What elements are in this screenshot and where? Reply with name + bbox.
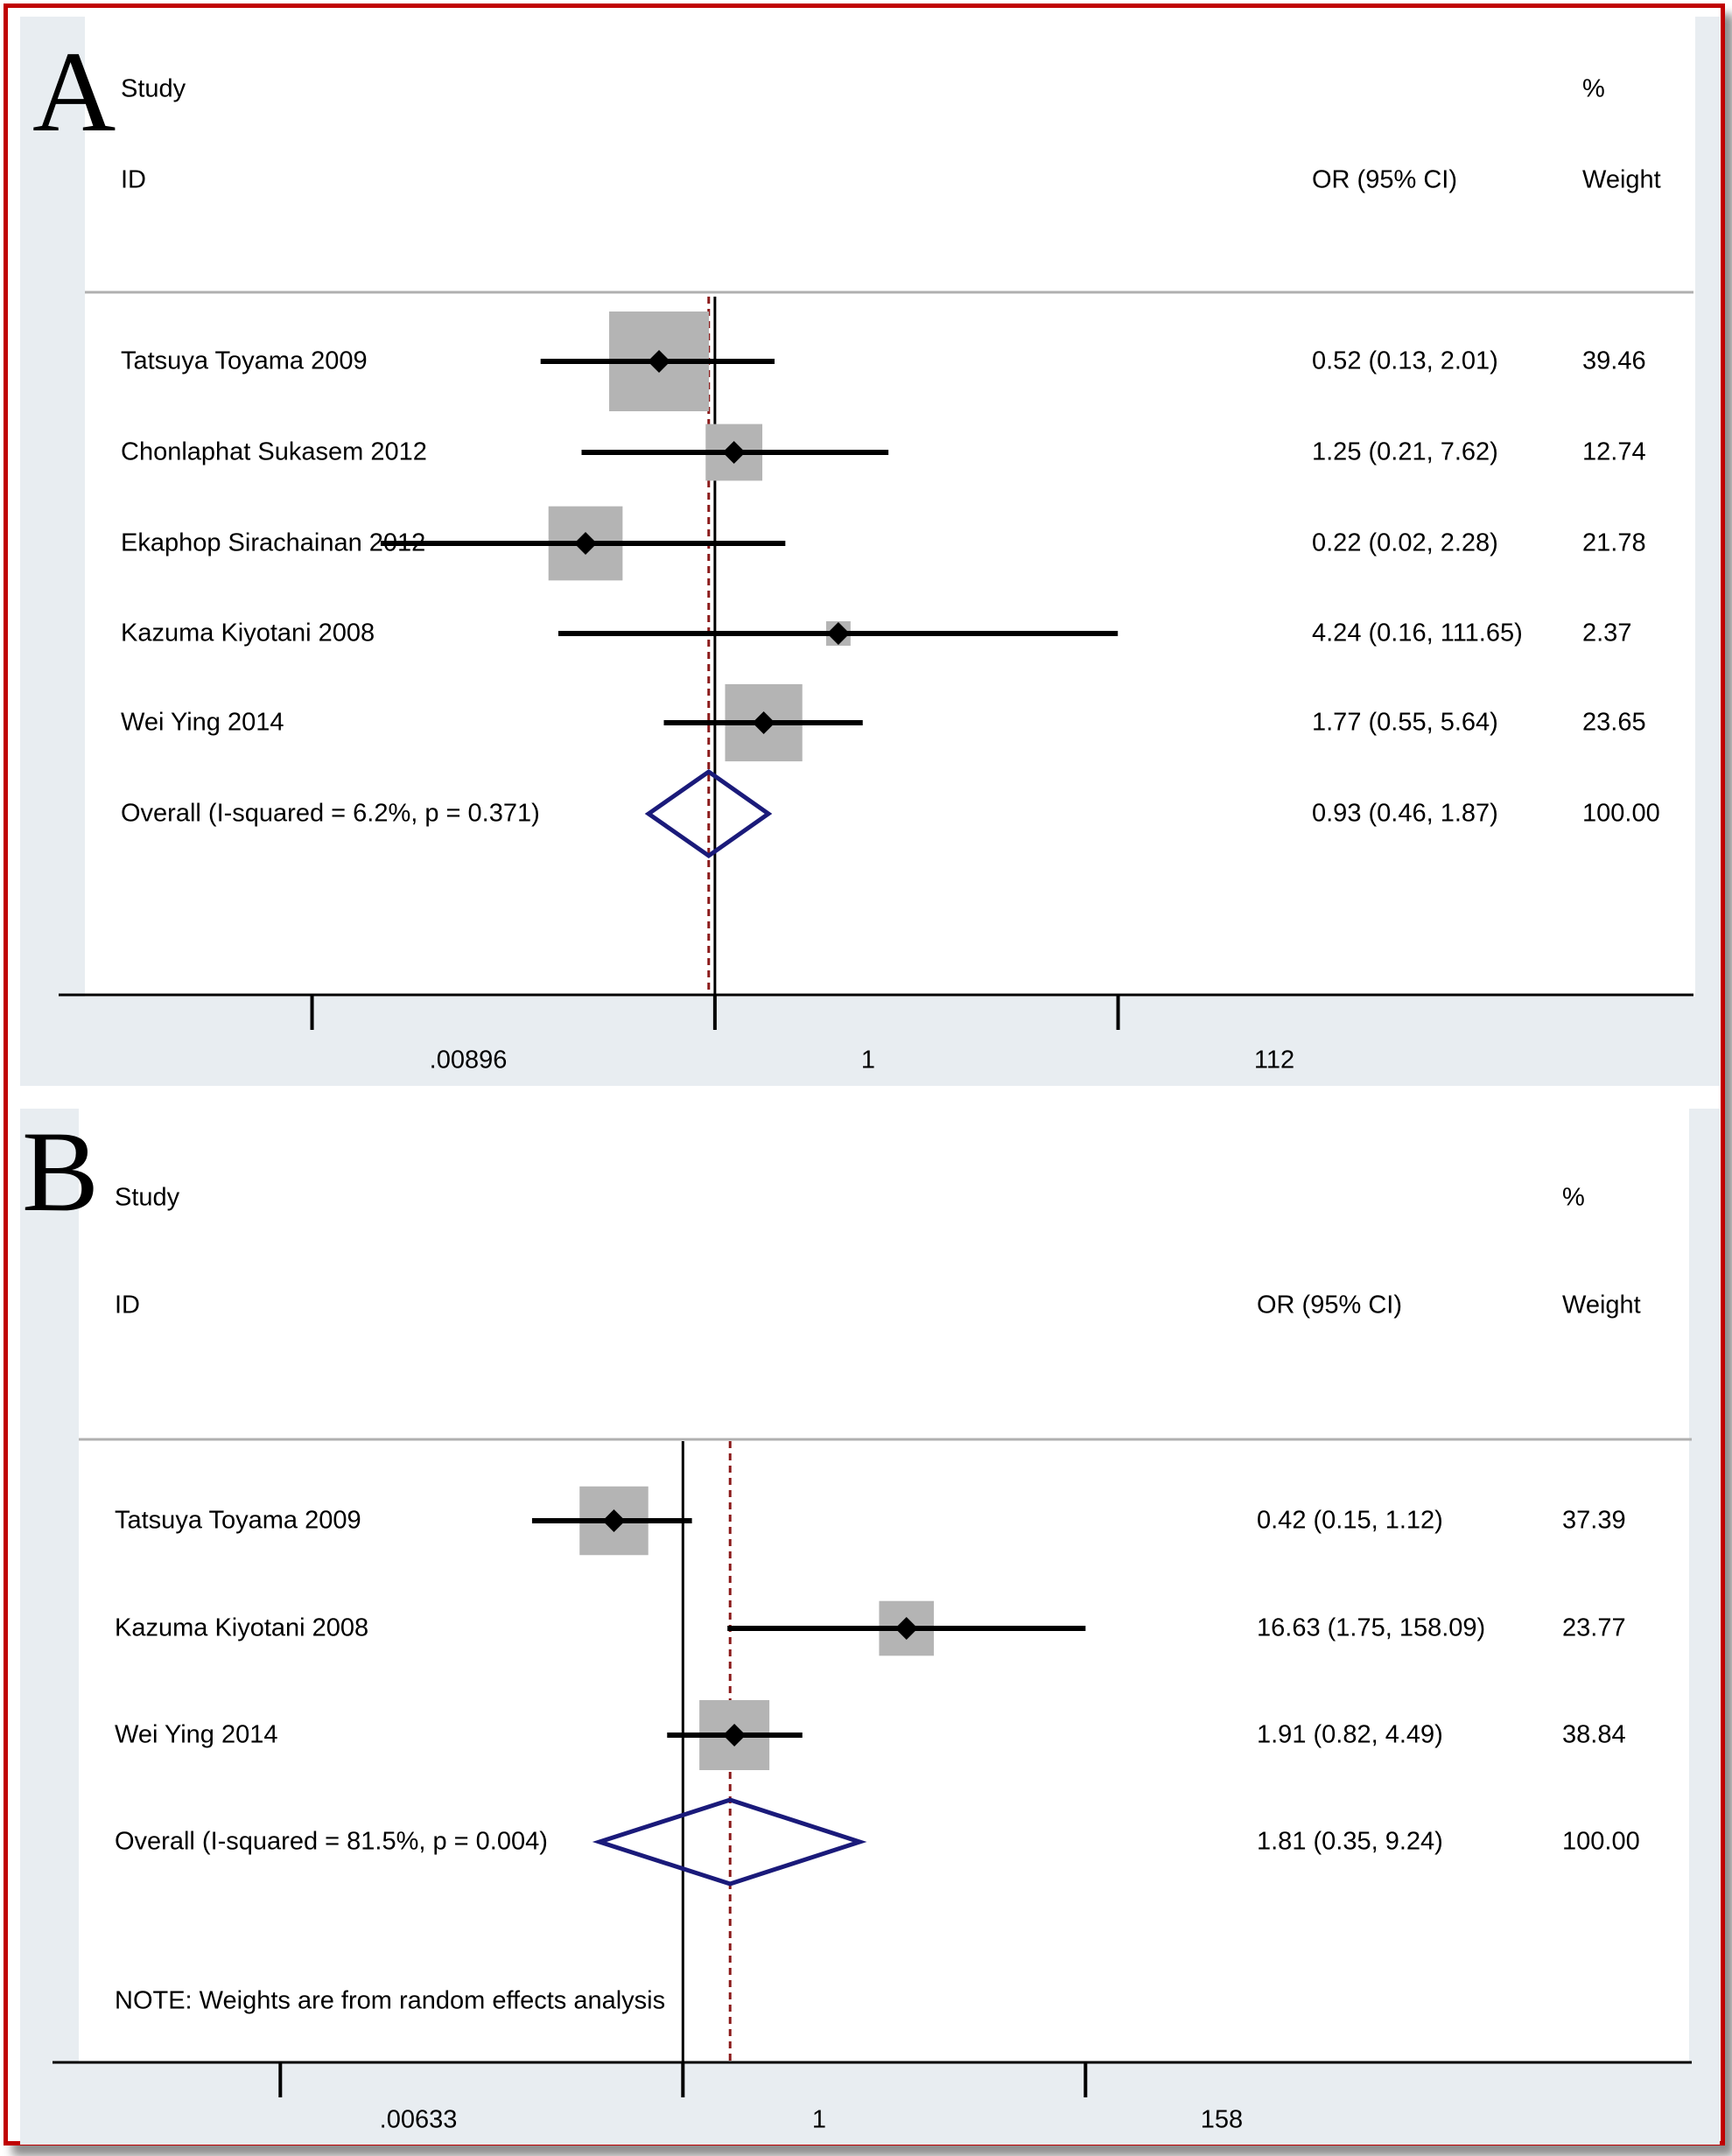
x-tick-label: 158 xyxy=(1200,2105,1244,2134)
weight-value: 21.78 xyxy=(1582,528,1646,557)
point-estimate xyxy=(752,711,775,734)
effect-estimate: 0.22 (0.02, 2.28) xyxy=(1312,528,1498,557)
point-estimate xyxy=(574,532,598,555)
study-label: Kazuma Kiyotani 2008 xyxy=(121,619,375,648)
weight-value: 23.77 xyxy=(1562,1614,1626,1642)
x-tick-label: 112 xyxy=(1253,1046,1295,1074)
overall-estimate: 0.93 (0.46, 1.87) xyxy=(1312,799,1498,828)
overall-estimate: 1.81 (0.35, 9.24) xyxy=(1257,1827,1443,1856)
study-label: Wei Ying 2014 xyxy=(121,708,284,737)
plot-area xyxy=(79,1109,1689,2062)
weight-value: 37.39 xyxy=(1562,1506,1626,1535)
header-effect: OR (95% CI) xyxy=(1257,1291,1402,1320)
effect-estimate: 4.24 (0.16, 111.65) xyxy=(1312,619,1523,648)
panel-label: A xyxy=(32,27,116,156)
note-text: NOTE: Weights are from random effects an… xyxy=(115,1986,666,2015)
effect-estimate: 1.77 (0.55, 5.64) xyxy=(1312,708,1498,737)
header-pct: % xyxy=(1582,74,1605,103)
header-id: ID xyxy=(115,1291,140,1320)
point-estimate xyxy=(723,1724,747,1746)
header-effect: OR (95% CI) xyxy=(1312,165,1457,194)
weight-value: 23.65 xyxy=(1582,708,1646,737)
header-weight: Weight xyxy=(1582,165,1661,194)
effect-estimate: 1.91 (0.82, 4.49) xyxy=(1257,1720,1443,1749)
header-weight: Weight xyxy=(1562,1291,1641,1320)
forest-plot-graphics xyxy=(53,1438,1692,2097)
effect-estimate: 1.25 (0.21, 7.62) xyxy=(1312,438,1498,466)
study-label: Ekaphop Sirachainan 2012 xyxy=(121,528,426,557)
effect-estimate: 16.63 (1.75, 158.09) xyxy=(1257,1614,1486,1642)
forest-plot-panel-b: B Study ID OR (95% CI) % Weight Tatsuya … xyxy=(20,1109,1720,2145)
overall-diamond xyxy=(644,768,773,859)
forest-plot-panel-a: A Study ID OR (95% CI) % Weight Tatsuya … xyxy=(20,17,1720,1086)
weight-value: 2.37 xyxy=(1582,619,1632,648)
panel-label: B xyxy=(22,1107,100,1236)
x-tick-label: .00896 xyxy=(429,1046,508,1074)
point-estimate xyxy=(722,441,746,464)
overall-label: Overall (I-squared = 81.5%, p = 0.004) xyxy=(115,1827,548,1856)
figure-frame: A Study ID OR (95% CI) % Weight Tatsuya … xyxy=(4,4,1725,2146)
overall-weight: 100.00 xyxy=(1562,1827,1640,1856)
plot-area xyxy=(85,17,1695,997)
study-label: Chonlaphat Sukasem 2012 xyxy=(121,438,427,466)
header-study: Study xyxy=(121,74,186,103)
header-id: ID xyxy=(121,165,146,194)
study-label: Kazuma Kiyotani 2008 xyxy=(115,1614,369,1642)
overall-diamond xyxy=(592,1797,867,1886)
header-study: Study xyxy=(115,1183,180,1212)
overall-label: Overall (I-squared = 6.2%, p = 0.371) xyxy=(121,799,540,828)
effect-estimate: 0.52 (0.13, 2.01) xyxy=(1312,346,1498,375)
study-label: Wei Ying 2014 xyxy=(115,1720,278,1749)
x-tick-label: 1 xyxy=(860,1046,876,1074)
point-estimate xyxy=(648,350,671,373)
forest-plot-graphics xyxy=(59,290,1693,1030)
weight-value: 38.84 xyxy=(1562,1720,1626,1749)
x-tick-label: .00633 xyxy=(379,2105,458,2134)
point-estimate xyxy=(894,1617,918,1640)
overall-weight: 100.00 xyxy=(1582,799,1660,828)
weight-value: 39.46 xyxy=(1582,346,1646,375)
study-label: Tatsuya Toyama 2009 xyxy=(115,1506,361,1535)
header-pct: % xyxy=(1562,1183,1585,1212)
point-estimate xyxy=(826,622,850,645)
effect-estimate: 0.42 (0.15, 1.12) xyxy=(1257,1506,1443,1535)
weight-value: 12.74 xyxy=(1582,438,1646,466)
study-label: Tatsuya Toyama 2009 xyxy=(121,346,368,375)
x-tick-label: 1 xyxy=(811,2105,827,2134)
point-estimate xyxy=(602,1509,626,1532)
